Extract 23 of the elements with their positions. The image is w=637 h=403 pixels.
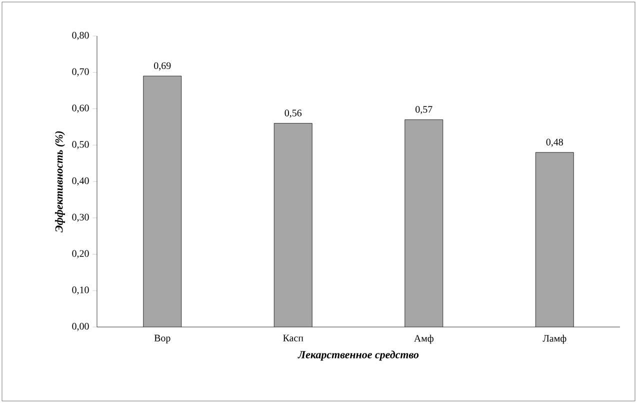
y-tick-label: 0,20 [72,250,89,258]
bar [143,76,182,327]
x-tick-label: Амф [414,334,434,344]
y-tick-label: 0,70 [72,68,89,76]
x-tick-label: Касп [283,334,304,342]
y-tick-label: 0,40 [72,177,89,186]
x-tick-label: Ламф [542,334,566,344]
data-label: 0,48 [546,138,563,147]
x-axis-title: Лекарственное средство [298,350,419,361]
y-tick-label: 0,10 [72,286,89,295]
y-tick-label: 0,60 [72,104,89,113]
data-label: 0,56 [284,110,302,118]
y-tick-label: 0,80 [72,32,89,40]
data-label: 0,69 [154,62,171,70]
bar [535,152,574,327]
bar [274,123,312,327]
y-tick-label: 0,00 [72,322,89,332]
data-label: 0,57 [416,106,432,114]
y-tick-label: 0,30 [72,214,89,222]
x-tick-label: Вор [154,334,170,344]
y-tick-label: 0,50 [72,141,89,150]
y-axis-title: Эффективность (%) [55,131,65,232]
bar [404,120,443,327]
